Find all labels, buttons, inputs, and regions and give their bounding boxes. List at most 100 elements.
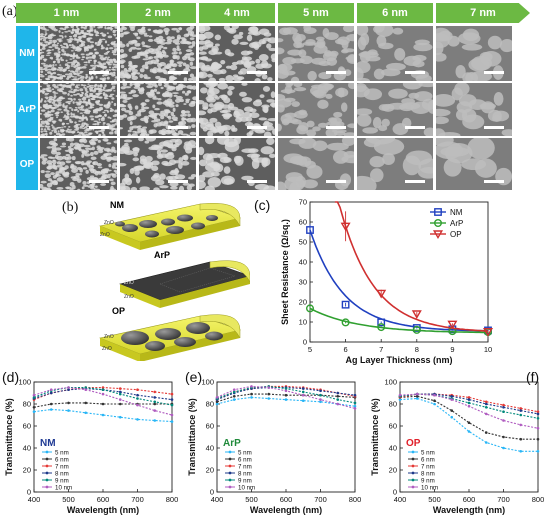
y-tick-label: 20 <box>299 298 307 307</box>
scale-bar <box>168 180 188 183</box>
y-tick-label: 40 <box>299 258 307 267</box>
sem-tile-1-2 <box>120 26 196 81</box>
data-point <box>484 441 488 444</box>
data-point <box>415 397 419 400</box>
series-line-3 <box>399 393 539 415</box>
scale-bar <box>168 126 188 129</box>
data-point <box>467 398 471 401</box>
data-point <box>101 402 105 406</box>
sem-tile-3-1 <box>40 138 117 190</box>
schematic-arp: ArP ZnO ZnO <box>119 250 250 308</box>
data-point <box>67 386 70 389</box>
data-point-nm <box>341 300 350 309</box>
schematic-nm-bottom: ZnO <box>100 232 110 238</box>
fit-curve-arp <box>309 307 489 334</box>
y-tick-label: 20 <box>206 466 214 475</box>
sem-tile-3-5 <box>357 138 433 190</box>
legend-label-op: OP <box>450 230 462 239</box>
legend-label: 9 nm <box>238 477 252 484</box>
legend-marker <box>45 464 49 468</box>
data-point <box>170 413 174 417</box>
y-axis-label: Sheet Resistance (Ω/sq.) <box>280 219 290 325</box>
x-tick-label: 600 <box>463 495 476 504</box>
chart-c: (c) 5 6 7 8 9 10 0 10 20 30 40 50 60 70 Ag Layer Thickn… <box>254 197 494 365</box>
schematic-op-title: OP <box>112 306 125 316</box>
legend-label-nm: NM <box>450 208 463 217</box>
legend-marker <box>45 457 49 461</box>
legend-marker <box>411 485 415 489</box>
x-tick-label: 700 <box>497 495 510 504</box>
data-point-op <box>482 328 494 337</box>
data-point <box>519 413 523 417</box>
legend-marker <box>411 464 415 468</box>
data-point-arp <box>341 318 350 327</box>
legend-marker <box>228 478 232 482</box>
x-tick-label: 600 <box>97 495 110 504</box>
legend-marker <box>228 471 232 475</box>
x-tick-label: 9 <box>450 345 454 354</box>
sem-tile-2-3 <box>199 83 275 136</box>
legend-label: 8 nm <box>55 470 69 477</box>
data-point <box>301 387 305 390</box>
data-point <box>536 412 540 416</box>
data-point <box>319 393 322 397</box>
sem-tile-3-4 <box>278 138 354 190</box>
y-tick-label: 40 <box>206 444 214 453</box>
data-point-arp <box>377 323 386 332</box>
data-point <box>502 410 505 413</box>
data-point <box>353 393 357 397</box>
row-label-nm: NM <box>16 26 38 81</box>
y-tick-label: 50 <box>299 238 307 247</box>
legend-marker <box>228 485 232 489</box>
data-point <box>118 387 122 390</box>
data-point <box>32 393 36 397</box>
schematic-arp-top: ZnO <box>124 280 134 286</box>
x-tick-label: 500 <box>428 495 441 504</box>
data-point-arp <box>306 304 315 313</box>
data-point <box>153 419 157 422</box>
y-tick-label: 100 <box>201 378 214 387</box>
scale-bar <box>326 71 346 74</box>
legend-marker <box>411 471 415 475</box>
sem-tile-1-6 <box>436 26 512 81</box>
sem-tile-1-1 <box>40 26 117 81</box>
x-tick-label: 10 <box>484 345 492 354</box>
legend-label: 8 nm <box>421 470 435 477</box>
legend-label: 7 nm <box>421 463 435 470</box>
data-point <box>267 392 271 396</box>
y-tick-label: 100 <box>18 378 31 387</box>
legend-marker <box>434 208 442 216</box>
y-tick-label: 40 <box>23 444 31 453</box>
schematic-nm: NM ZnO ZnO <box>98 200 242 250</box>
data-point <box>153 390 157 394</box>
data-point <box>519 407 523 410</box>
data-point <box>84 386 88 389</box>
data-point <box>519 437 523 441</box>
scale-bar <box>326 126 346 129</box>
chart-tag: NM <box>40 438 56 449</box>
schematic-op-bottom: ZnO <box>102 346 112 352</box>
legend-marker <box>45 485 49 489</box>
x-tick-label: 800 <box>532 495 545 504</box>
legend-label: 6 nm <box>238 456 252 463</box>
x-tick-label: 5 <box>308 345 312 354</box>
legend-label: 7 nm <box>238 463 252 470</box>
data-point <box>502 435 505 439</box>
data-point <box>353 401 357 405</box>
data-point <box>319 400 322 404</box>
data-point <box>484 431 488 434</box>
data-point <box>232 390 236 394</box>
data-point <box>136 403 139 407</box>
legend-marker <box>411 478 415 482</box>
data-point-op <box>447 320 458 330</box>
legend-label: 10 nm <box>238 484 255 491</box>
legend-label: 10 nm <box>421 484 438 491</box>
data-point <box>49 408 53 411</box>
chart-tag: OP <box>406 438 421 449</box>
schematic-op-top: ZnO <box>104 334 114 340</box>
legend-marker <box>228 464 232 468</box>
x-tick-label: 600 <box>280 495 293 504</box>
data-point <box>301 390 305 394</box>
scale-bar <box>405 180 425 183</box>
y-tick-label: 100 <box>384 378 397 387</box>
